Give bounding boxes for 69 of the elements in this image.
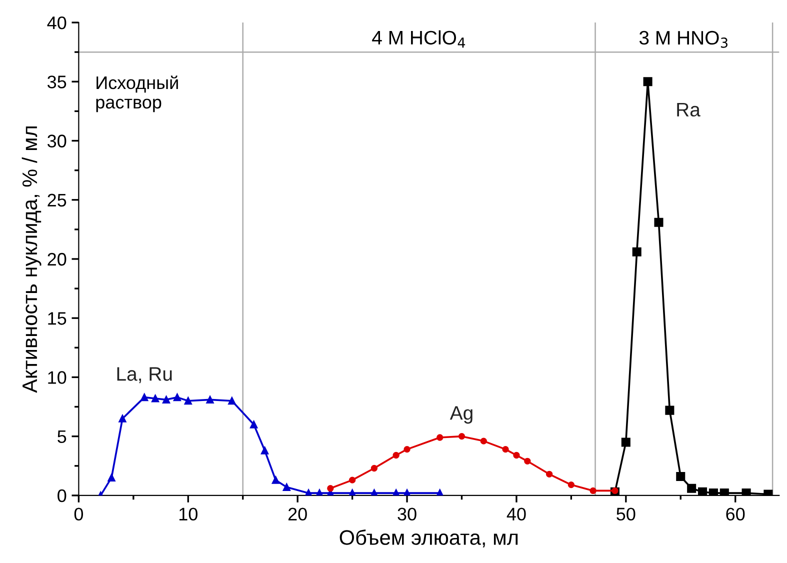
- point: [140, 393, 148, 402]
- y-tick-label: 35: [48, 76, 66, 88]
- y-tick-label: 40: [47, 16, 66, 30]
- annotation: Исходный раствор: [96, 76, 178, 112]
- point: [708, 488, 718, 496]
- point: [436, 489, 444, 496]
- point: [272, 476, 280, 484]
- point: [687, 484, 696, 493]
- series-label: La, Ru: [117, 367, 172, 384]
- point: [348, 489, 356, 496]
- point: [370, 489, 378, 496]
- point: [206, 396, 214, 404]
- y-tick-label: 20: [48, 252, 66, 266]
- x-tick-label: 20: [288, 508, 307, 521]
- x-tick-label: 0: [74, 508, 84, 521]
- point: [282, 483, 290, 491]
- point: [568, 481, 575, 488]
- point: [742, 488, 751, 496]
- y-tick-label: 25: [48, 194, 66, 207]
- point: [632, 247, 642, 256]
- point: [654, 218, 664, 227]
- x-tick-label: 60: [726, 508, 745, 521]
- y-tick-label: 15: [48, 312, 66, 325]
- point: [524, 458, 531, 464]
- point: [348, 476, 356, 484]
- point: [436, 434, 444, 441]
- point: [151, 394, 160, 402]
- point: [404, 446, 410, 453]
- series-label: Ra: [677, 102, 700, 117]
- point: [720, 488, 729, 496]
- annotation: 3 M HNO$_{3}$: [639, 30, 728, 48]
- point: [643, 77, 652, 86]
- point: [665, 406, 674, 415]
- point: [698, 487, 708, 496]
- point: [228, 397, 236, 405]
- point: [118, 414, 126, 422]
- point: [621, 438, 630, 447]
- point: [316, 489, 324, 496]
- x-tick-label: 10: [179, 508, 198, 521]
- x-tick-label: 40: [506, 508, 526, 521]
- point: [546, 470, 553, 478]
- y-tick-label: 5: [58, 430, 66, 444]
- x-axis-title: Объем элюата, мл: [340, 529, 518, 548]
- point: [184, 397, 192, 405]
- point: [250, 420, 258, 428]
- point: [590, 487, 596, 494]
- point: [260, 446, 269, 454]
- point: [676, 472, 686, 482]
- point: [173, 393, 182, 402]
- point: [513, 452, 520, 459]
- y-tick-label: 10: [48, 371, 66, 384]
- x-tick-label: 30: [398, 508, 416, 521]
- point: [304, 489, 312, 496]
- point: [370, 464, 378, 472]
- point: [502, 446, 509, 453]
- point: [108, 474, 116, 482]
- point: [327, 485, 334, 492]
- x-tick-label: 50: [616, 508, 636, 521]
- point: [458, 432, 466, 440]
- point: [480, 438, 487, 444]
- point: [392, 489, 400, 496]
- point: [162, 396, 170, 404]
- annotation: 4 M HClO$_{4}$: [372, 30, 466, 48]
- y-axis-title: Активность нуклида, % / мл: [22, 126, 42, 393]
- point: [392, 452, 400, 459]
- series-label: Ag: [450, 406, 472, 424]
- y-tick-label: 0: [58, 489, 66, 502]
- y-tick-label: 30: [48, 134, 66, 148]
- point: [403, 489, 411, 496]
